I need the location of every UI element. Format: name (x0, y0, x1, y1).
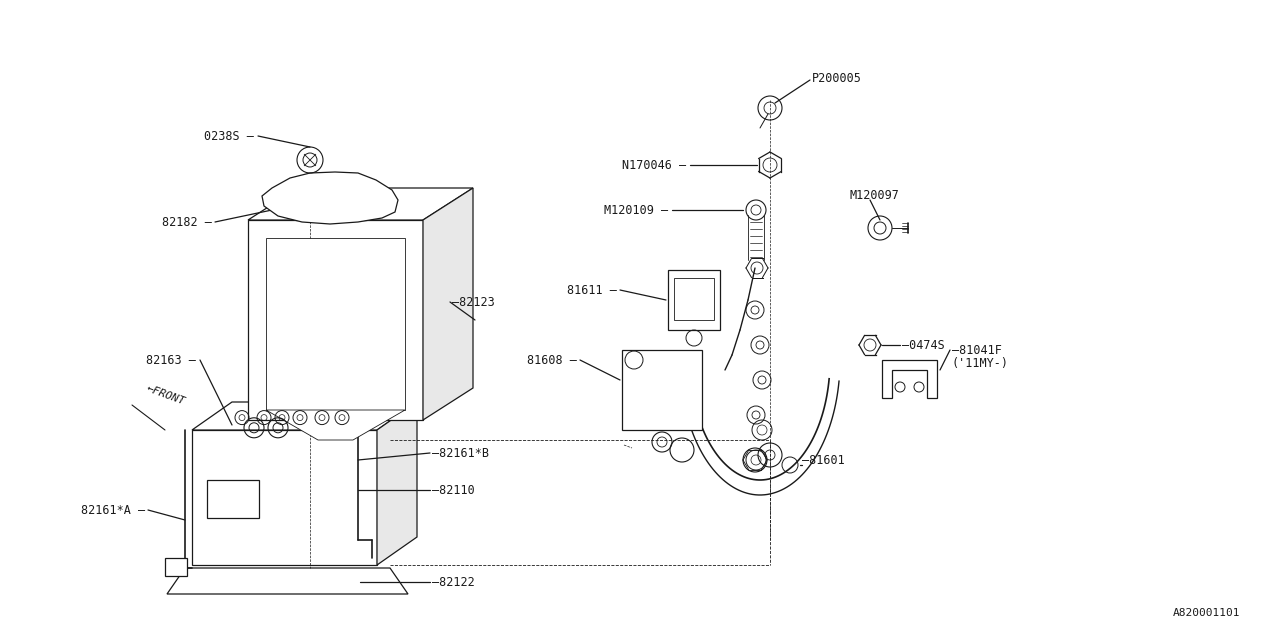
Text: —82123: —82123 (452, 296, 495, 308)
Text: 82161*A —: 82161*A — (81, 504, 145, 516)
Polygon shape (262, 172, 398, 224)
Text: M120097: M120097 (850, 189, 900, 202)
Text: ←FRONT: ←FRONT (145, 383, 187, 406)
Polygon shape (248, 220, 422, 420)
Text: P200005: P200005 (812, 72, 861, 84)
Bar (675, 278, 714, 320)
Text: —82110: —82110 (433, 483, 475, 497)
Text: —82122: —82122 (433, 575, 475, 589)
Text: A820001101: A820001101 (1172, 608, 1240, 618)
Polygon shape (882, 360, 937, 398)
Polygon shape (266, 238, 404, 410)
Text: 81611 —: 81611 — (567, 284, 617, 296)
Text: M120109 —: M120109 — (604, 204, 668, 216)
Polygon shape (378, 402, 417, 565)
Text: 0238S —: 0238S — (204, 129, 253, 143)
Text: —81601: —81601 (803, 454, 845, 467)
Polygon shape (192, 430, 378, 565)
Polygon shape (192, 402, 417, 430)
Polygon shape (422, 188, 474, 420)
Text: ('11MY-): ('11MY-) (952, 356, 1009, 369)
Polygon shape (248, 188, 474, 220)
Bar (622, 350, 701, 430)
Bar (668, 270, 719, 330)
Bar (165, 558, 187, 576)
Text: 82182 —: 82182 — (163, 216, 212, 228)
Bar (207, 480, 259, 518)
Text: —81041F: —81041F (952, 344, 1002, 356)
Text: 82163 —: 82163 — (146, 353, 196, 367)
Polygon shape (266, 410, 404, 440)
Text: 81608 —: 81608 — (527, 353, 577, 367)
Text: N170046 —: N170046 — (622, 159, 686, 172)
Polygon shape (166, 568, 408, 594)
Text: —0474S: —0474S (902, 339, 945, 351)
Text: —82161*B: —82161*B (433, 447, 489, 460)
